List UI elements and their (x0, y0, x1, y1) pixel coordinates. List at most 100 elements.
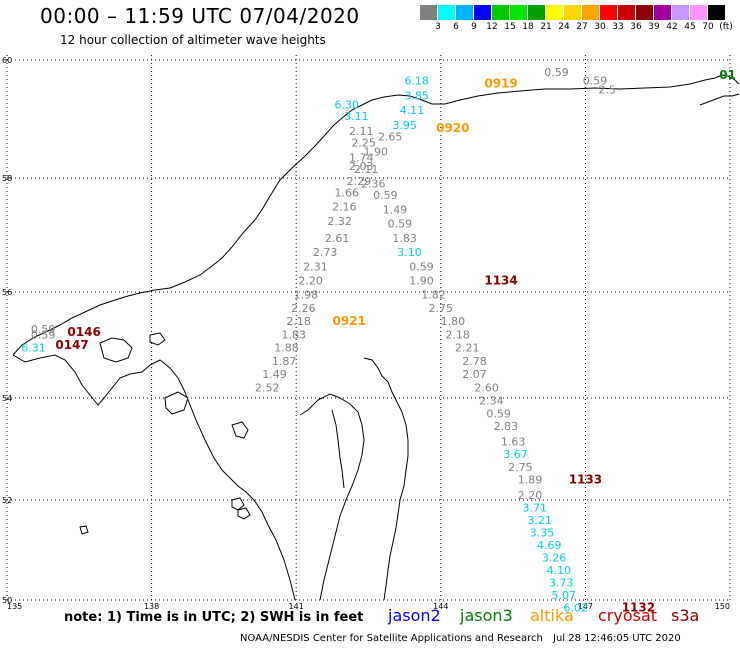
color-swatch (600, 5, 617, 20)
wave-height-label: 0.59 (409, 260, 434, 273)
pass-time-label: 0920 (436, 121, 469, 135)
wave-height-label: 2.25 (351, 137, 376, 150)
wave-height-label: 3.26 (542, 552, 567, 565)
longitude-label: 150 (715, 602, 730, 611)
color-scale-label: 9 (471, 22, 477, 32)
mainland-east-coast (299, 393, 365, 601)
wave-height-label: 2.73 (313, 246, 338, 259)
color-swatch (510, 5, 527, 20)
wave-height-label: 2.03 (349, 160, 374, 173)
wave-height-label: 2.65 (378, 131, 403, 144)
wave-height-label: 3.85 (404, 89, 429, 102)
page-title: 00:00 – 11:59 UTC 07/04/2020 (40, 4, 360, 28)
wave-height-label: 1.63 (501, 435, 526, 448)
latitude-label: 50 (2, 596, 12, 605)
north-coastline (12, 74, 740, 356)
wave-height-label: 1.88 (274, 342, 299, 355)
longitude-label: 138 (144, 602, 159, 611)
wave-height-label: 2.32 (327, 215, 352, 228)
color-swatch (474, 5, 491, 20)
pass-time-label: 1132 (622, 601, 655, 615)
color-scale-label: 70 (702, 22, 714, 32)
pass-time-label: 1134 (484, 274, 517, 288)
credit-text: NOAA/NESDIS Center for Satellite Applica… (240, 633, 543, 644)
color-scale-label: 27 (576, 22, 588, 32)
pass-time-label: 0919 (484, 77, 517, 91)
wave-height-label: 2.18 (286, 315, 311, 328)
color-scale-label: 33 (612, 22, 624, 32)
wave-height-label: 0.59 (31, 323, 56, 336)
color-swatch (618, 5, 635, 20)
wave-height-label: 2.52 (255, 381, 280, 394)
altimeter-points: 0.590.592.56.183.854.116.303.113.952.11 2… (21, 66, 616, 615)
wave-height-label: 0.59 (388, 218, 413, 231)
wave-height-label: 6.18 (404, 75, 429, 88)
wave-height-label: 1.83 (392, 232, 417, 245)
latitude-label: 58 (2, 174, 12, 183)
wave-height-label: 3.35 (530, 527, 555, 540)
wave-height-label: 3.11 (344, 110, 369, 123)
wave-height-label: 2.83 (494, 420, 519, 433)
small-island (79, 525, 89, 535)
legend-jason2: jason2 (388, 606, 441, 625)
color-scale-label: 12 (486, 22, 498, 32)
wave-height-label: 1.80 (441, 315, 466, 328)
wave-height-label: 0.59 (373, 189, 398, 202)
color-swatch (492, 5, 509, 20)
legend-s3a: s3a (671, 606, 700, 625)
color-scale-label: 45 (684, 22, 696, 32)
small-island (231, 421, 249, 439)
longitude-label: 147 (578, 602, 593, 611)
color-scale-label: 36 (630, 22, 642, 32)
wave-height-label: 1.49 (262, 368, 287, 381)
legend-jason3: jason3 (460, 606, 513, 625)
wave-height-label: 2.60 (474, 381, 499, 394)
small-island (164, 391, 189, 415)
wave-height-label: 2.75 (429, 302, 454, 315)
pass-time-label: 0921 (333, 314, 366, 328)
wave-height-label: 6.30 (335, 98, 360, 111)
wave-height-label: 1.82 (421, 289, 446, 302)
wave-height-label: 0.59 (31, 328, 56, 341)
color-scale-label: 30 (594, 22, 606, 32)
wave-height-label: 1.89 (518, 474, 543, 487)
pass-time-label: 01 (719, 68, 736, 82)
color-scale-label: 6 (453, 22, 459, 32)
wave-height-label: 4.11 (400, 104, 425, 117)
latitude-label: 56 (2, 288, 12, 297)
wave-height-label: 2.21 (455, 342, 480, 355)
wave-height-label: 5.07 (551, 589, 576, 602)
color-swatch (564, 5, 581, 20)
northeast-coastline (699, 93, 740, 106)
color-scale-label: 24 (558, 22, 570, 32)
color-scale-label: 18 (522, 22, 534, 32)
color-scale-label: 3 (435, 22, 441, 32)
sakhalin-island (363, 357, 409, 601)
wave-height-label: 1.98 (294, 289, 319, 302)
wave-height-label: 1.66 (335, 186, 360, 199)
wave-height-label: 2.11 (354, 163, 379, 176)
color-scale-label: 42 (666, 22, 678, 32)
wave-height-label: 1.90 (363, 145, 388, 158)
legend-altika: altika (530, 606, 574, 625)
color-swatch (528, 5, 545, 20)
longitude-label: 141 (289, 602, 304, 611)
wave-height-label: 1.87 (272, 355, 297, 368)
color-swatch (420, 5, 437, 20)
amur-estuary (331, 409, 345, 489)
color-swatch (636, 5, 653, 20)
wave-height-label: 2.07 (462, 368, 487, 381)
color-scale-label: 15 (504, 22, 516, 32)
legend-cryosat: cryosat (598, 606, 658, 625)
latitude-label: 52 (2, 496, 12, 505)
color-swatch (456, 5, 473, 20)
wave-height-label: 3.21 (527, 514, 552, 527)
wave-height-label: 2.18 (445, 328, 470, 341)
latitude-label: 54 (2, 394, 12, 403)
wave-height-label: 2.26 (291, 302, 316, 315)
wave-height-label: 2.20 (298, 275, 323, 288)
wave-height-label: 4.69 (537, 539, 562, 552)
color-swatch (438, 5, 455, 20)
